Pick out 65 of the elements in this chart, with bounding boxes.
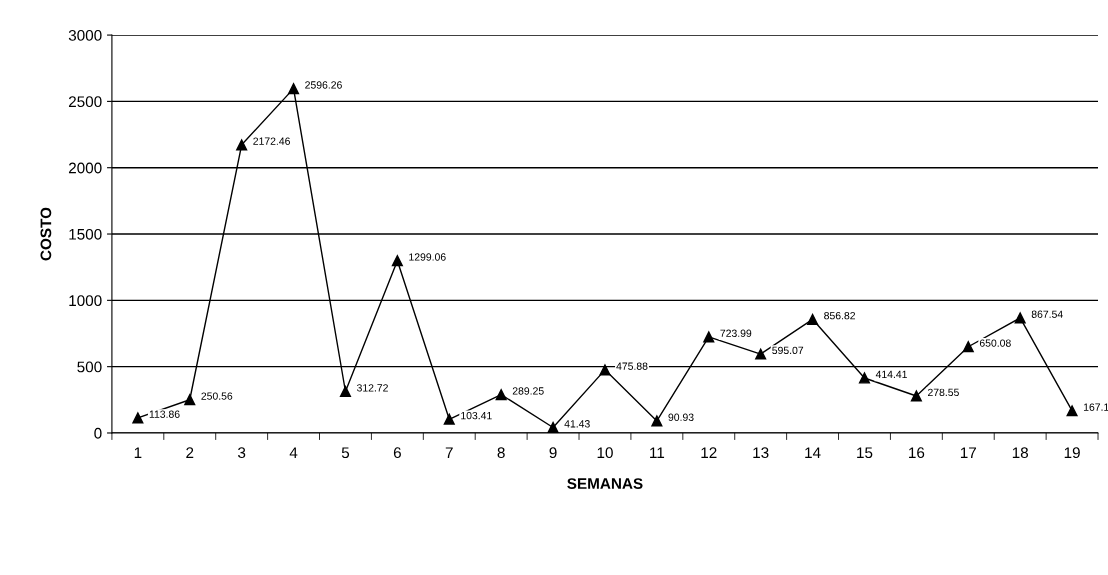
- data-label: 250.56: [201, 392, 233, 400]
- point: [1066, 405, 1078, 417]
- point: [807, 313, 819, 325]
- x-tick-label: 4: [289, 447, 298, 458]
- y-tick-label: 3000: [68, 29, 102, 41]
- data-label: 90.93: [668, 413, 694, 421]
- point: [1014, 312, 1026, 324]
- data-label: 289.25: [512, 387, 544, 395]
- x-tick-label: 2: [186, 447, 194, 458]
- y-tick-label: 1500: [69, 228, 102, 240]
- point: [599, 364, 611, 376]
- y-tick-label: 0: [94, 427, 102, 439]
- x-tick-label: 10: [597, 447, 613, 459]
- data-label: 103.41: [461, 411, 492, 420]
- x-tick-label: 5: [341, 447, 350, 459]
- data-label: 1299.06: [409, 253, 446, 261]
- data-label: 650.08: [979, 339, 1011, 347]
- data-label: 278.55: [928, 388, 959, 397]
- point: [962, 341, 974, 353]
- x-axis-title: SEMANAS: [567, 478, 643, 489]
- x-tick-label: 1: [134, 447, 142, 458]
- y-tick-label: 2500: [68, 96, 102, 108]
- data-label: 312.72: [356, 384, 388, 392]
- point: [339, 385, 352, 398]
- point: [132, 412, 144, 424]
- y-tick-label: 500: [77, 361, 102, 373]
- point: [858, 372, 871, 384]
- x-tick-label: 8: [497, 447, 505, 459]
- point: [910, 390, 922, 402]
- x-tick-label: 17: [960, 447, 977, 458]
- point: [703, 331, 715, 343]
- x-tick-label: 9: [549, 447, 557, 459]
- data-label: 414.41: [875, 370, 907, 378]
- data-label: 113.86: [149, 410, 180, 418]
- data-label: 2596.26: [305, 81, 342, 89]
- point: [391, 255, 403, 267]
- y-tick-label: 2000: [68, 162, 102, 174]
- x-tick-label: 11: [650, 447, 665, 458]
- x-tick-label: 12: [701, 447, 717, 458]
- x-tick-label: 13: [753, 447, 769, 459]
- point: [495, 389, 507, 401]
- point: [443, 413, 455, 425]
- data-label: 595.07: [772, 346, 804, 355]
- point: [755, 348, 767, 360]
- data-label: 475.88: [616, 362, 648, 370]
- x-tick-label: 14: [805, 447, 821, 458]
- x-tick-label: 6: [393, 447, 401, 459]
- x-tick-label: 19: [1064, 447, 1080, 459]
- point: [184, 394, 196, 406]
- y-axis-title: COSTO: [40, 207, 52, 261]
- data-label: 167.1: [1083, 403, 1108, 411]
- x-tick-label: 7: [445, 447, 453, 458]
- point: [236, 139, 248, 151]
- data-label: 856.82: [824, 311, 856, 320]
- y-tick-label: 1000: [69, 295, 102, 307]
- data-label: 2172.46: [253, 137, 290, 145]
- x-tick-label: 15: [857, 447, 873, 459]
- data-label: 867.54: [1031, 310, 1063, 318]
- x-tick-label: 16: [909, 447, 925, 459]
- point: [288, 83, 300, 95]
- data-label: 41.43: [564, 420, 590, 428]
- data-label: 723.99: [720, 329, 752, 337]
- x-tick-label: 3: [238, 447, 246, 459]
- point: [651, 415, 663, 427]
- x-tick-label: 18: [1012, 447, 1029, 459]
